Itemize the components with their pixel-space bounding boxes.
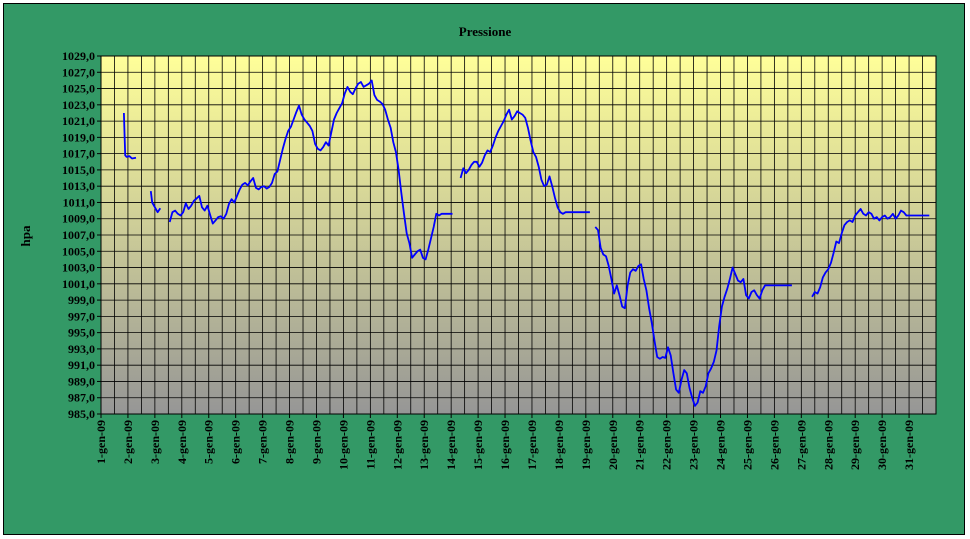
x-tick-label: 31-gen-09 <box>902 420 916 470</box>
series-line-segment-2 <box>149 190 162 214</box>
x-tick-label: 5-gen-09 <box>202 420 216 464</box>
x-tick-label: 13-gen-09 <box>417 420 431 470</box>
x-tick-label: 3-gen-09 <box>148 420 162 464</box>
x-tick-label: 26-gen-09 <box>767 420 781 470</box>
y-tick-label: 1003,0 <box>62 261 95 275</box>
x-tick-label: 25-gen-09 <box>740 420 754 470</box>
grid-lines <box>100 55 937 415</box>
series-line-segment-4 <box>459 108 590 215</box>
x-tick-label: 2-gen-09 <box>121 420 135 464</box>
y-tick-label: 1009,0 <box>62 212 95 226</box>
chart-title: Pressione <box>459 24 512 39</box>
x-tick-label: 1-gen-09 <box>94 420 108 464</box>
x-tick-label: 7-gen-09 <box>256 420 270 464</box>
y-tick-label: 989,0 <box>68 374 95 388</box>
x-tick-label: 23-gen-09 <box>687 420 701 470</box>
x-tick-label: 6-gen-09 <box>229 420 243 464</box>
y-tick-label: 987,0 <box>68 391 95 405</box>
y-tick-label: 1011,0 <box>63 195 95 209</box>
x-tick-label: 4-gen-09 <box>175 420 189 464</box>
series-line-segment-6 <box>811 208 930 298</box>
x-tick-label: 16-gen-09 <box>498 420 512 470</box>
series-line-segment-3 <box>168 79 453 261</box>
x-tick-label: 27-gen-09 <box>794 420 808 470</box>
pressure-chart: Pressione 985,0 987,0 989,0 991,0 993,0 995,0… <box>18 24 937 470</box>
y-axis-ticks: 985,0 987,0 989,0 991,0 993,0 995,0 997,0 999,0… <box>62 49 101 421</box>
y-tick-label: 1017,0 <box>62 147 95 161</box>
x-tick-label: 8-gen-09 <box>283 420 297 464</box>
y-tick-label: 985,0 <box>68 407 95 421</box>
x-tick-label: 30-gen-09 <box>875 420 889 470</box>
y-tick-label: 1005,0 <box>62 244 95 258</box>
x-tick-label: 17-gen-09 <box>525 420 539 470</box>
x-tick-label: 18-gen-09 <box>552 420 566 470</box>
x-tick-label: 12-gen-09 <box>390 420 404 470</box>
x-tick-label: 9-gen-09 <box>309 420 323 464</box>
y-tick-label: 997,0 <box>68 309 95 323</box>
y-tick-label: 1013,0 <box>62 179 95 193</box>
x-tick-label: 24-gen-09 <box>714 420 728 470</box>
y-tick-label: 1001,0 <box>62 277 95 291</box>
chart-frame: Pressione 985,0 987,0 989,0 991,0 993,0 995,0… <box>3 3 965 535</box>
y-tick-label: 995,0 <box>68 326 95 340</box>
x-tick-label: 19-gen-09 <box>579 420 593 470</box>
y-tick-label: 1021,0 <box>62 114 95 128</box>
y-tick-label: 1015,0 <box>62 163 95 177</box>
x-tick-label: 29-gen-09 <box>848 420 862 470</box>
x-tick-label: 28-gen-09 <box>821 420 835 470</box>
x-tick-label: 14-gen-09 <box>444 420 458 470</box>
x-tick-label: 20-gen-09 <box>606 420 620 470</box>
y-axis-label: hpa <box>18 225 33 246</box>
y-tick-label: 1029,0 <box>62 49 95 63</box>
y-tick-label: 1027,0 <box>62 65 95 79</box>
x-tick-label: 15-gen-09 <box>471 420 485 470</box>
y-tick-label: 1019,0 <box>62 130 95 144</box>
x-tick-label: 10-gen-09 <box>336 420 350 470</box>
x-axis-ticks: 1-gen-09 2-gen-09 3-gen-09 4-gen-09 5-gen-09… <box>94 414 916 470</box>
x-tick-label: 21-gen-09 <box>633 420 647 470</box>
y-tick-label: 1007,0 <box>62 228 95 242</box>
x-tick-label: 22-gen-09 <box>660 420 674 470</box>
y-tick-label: 999,0 <box>68 293 95 307</box>
y-tick-label: 993,0 <box>68 342 95 356</box>
pressure-series <box>123 79 930 407</box>
series-line-segment-5 <box>594 226 792 407</box>
x-tick-label: 11-gen-09 <box>363 420 377 469</box>
y-tick-label: 991,0 <box>68 358 95 372</box>
y-tick-label: 1023,0 <box>62 98 95 112</box>
y-tick-label: 1025,0 <box>62 82 95 96</box>
series-line-segment-1 <box>123 112 137 160</box>
